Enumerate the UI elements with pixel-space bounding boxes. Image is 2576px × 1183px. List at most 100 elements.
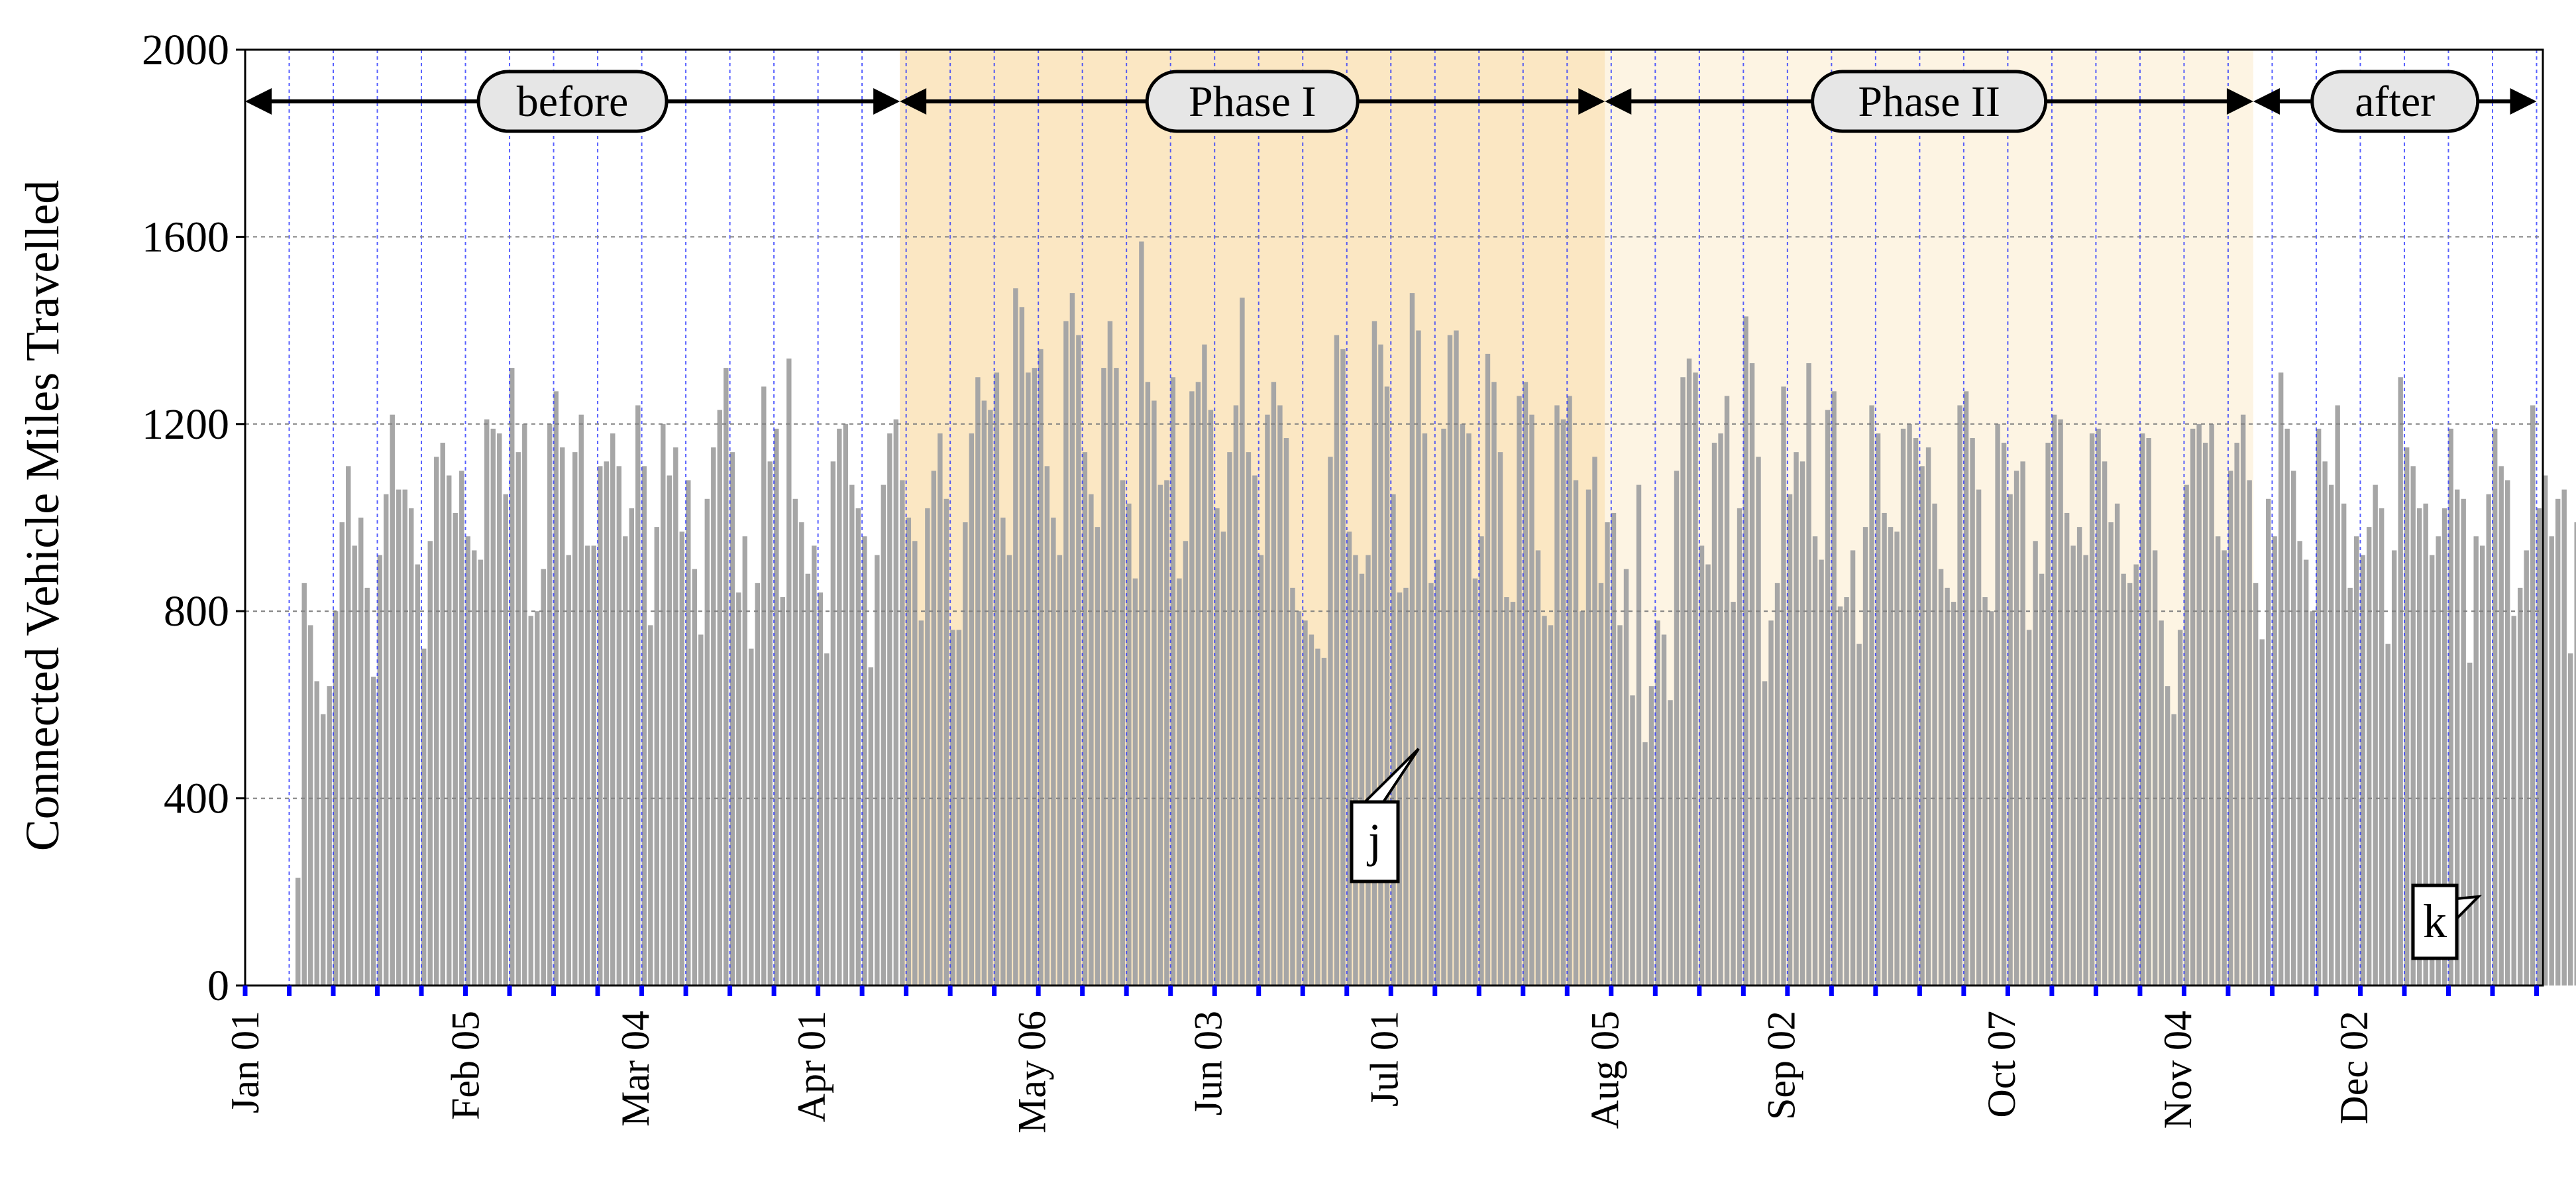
bar <box>2008 494 2013 986</box>
bar <box>390 414 395 986</box>
bar <box>1856 644 1862 986</box>
bar <box>1585 489 1591 986</box>
bar <box>2366 527 2372 986</box>
arrow-right-icon <box>1578 88 1605 115</box>
bar <box>497 433 502 986</box>
bar <box>578 414 584 986</box>
bar <box>1957 405 1962 986</box>
bar <box>1132 578 1138 986</box>
bar <box>1875 433 1881 986</box>
bar <box>2159 620 2164 986</box>
bar-series <box>295 241 2576 986</box>
bar <box>2385 644 2390 986</box>
bar <box>1724 396 1730 986</box>
bar <box>1416 330 1421 986</box>
bar <box>1787 494 1793 986</box>
bar <box>1397 592 1403 986</box>
bar <box>1737 508 1743 986</box>
bar <box>1334 335 1340 986</box>
bar <box>396 489 402 986</box>
period-label-0: before <box>517 78 629 126</box>
bar <box>2517 587 2523 986</box>
bar <box>591 545 596 986</box>
arrow-left-icon <box>1605 88 1632 115</box>
x-tick-label: Apr 01 <box>790 1011 833 1122</box>
bar <box>2543 475 2548 986</box>
bar <box>1617 625 1623 986</box>
bar <box>925 508 930 986</box>
bar <box>862 536 867 986</box>
bar <box>1371 321 1377 986</box>
bar <box>1409 293 1415 986</box>
y-axis-title: Connected Vehicle Miles Travelled <box>16 180 69 852</box>
bar <box>421 648 427 986</box>
bar <box>724 368 729 986</box>
bar <box>1731 602 1736 986</box>
bar <box>1837 606 1843 986</box>
bar <box>1686 358 1692 986</box>
bar <box>1057 555 1063 986</box>
bar <box>912 541 918 986</box>
bar <box>2215 536 2221 986</box>
annotation-label-j: j <box>1366 814 1381 867</box>
bar <box>1321 657 1327 986</box>
bar <box>969 433 975 986</box>
bar <box>1233 405 1239 986</box>
bar <box>2108 522 2114 986</box>
bar <box>2373 484 2378 986</box>
bar <box>692 569 698 986</box>
x-tick-label: Dec 02 <box>2332 1011 2376 1125</box>
bar <box>1799 461 1805 986</box>
bar <box>308 625 313 986</box>
bar <box>931 471 937 986</box>
bar <box>2353 536 2359 986</box>
bar <box>1164 480 1169 986</box>
bar <box>2561 489 2567 986</box>
bar <box>2442 508 2447 986</box>
bar <box>1000 518 1006 986</box>
bar <box>371 677 376 986</box>
bar <box>1882 512 1887 986</box>
bar <box>1668 700 1673 986</box>
bar <box>2322 461 2328 986</box>
bar <box>667 475 672 986</box>
bar <box>1441 428 1446 986</box>
bar <box>547 423 553 986</box>
bar <box>1951 602 1957 986</box>
period-arrows: before Phase I Phase II after <box>245 70 2537 133</box>
bar <box>1202 344 1207 986</box>
bar <box>629 508 634 986</box>
bar <box>623 536 628 986</box>
bar <box>673 447 678 986</box>
bar <box>956 630 962 986</box>
arrow-left-icon <box>900 88 927 115</box>
bar <box>686 480 691 986</box>
bar <box>352 545 357 986</box>
bar <box>2574 522 2576 986</box>
bar <box>358 518 364 986</box>
bar <box>1252 475 1258 986</box>
bar <box>1026 372 1031 986</box>
bar <box>1655 620 1660 986</box>
bar <box>2039 573 2045 986</box>
bar <box>377 555 382 986</box>
bar <box>1705 564 1711 986</box>
bar <box>1573 480 1579 986</box>
bar <box>1674 471 1680 986</box>
bar <box>2184 484 2189 986</box>
bar <box>535 611 540 986</box>
bar <box>1265 414 1270 986</box>
bar <box>415 564 420 986</box>
bar <box>2504 480 2510 986</box>
y-tick-label: 0 <box>207 962 229 1010</box>
bar <box>1460 423 1466 986</box>
bar <box>855 508 861 986</box>
callout-box <box>1350 800 1400 883</box>
bar <box>2177 630 2183 986</box>
bar <box>528 616 533 986</box>
bar <box>1434 559 1440 986</box>
bar <box>1038 349 1044 986</box>
period-pill <box>1145 70 1360 133</box>
arrow-right-icon <box>2510 88 2537 115</box>
bar <box>1762 681 1768 986</box>
